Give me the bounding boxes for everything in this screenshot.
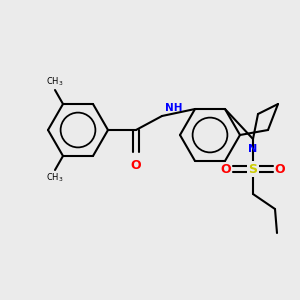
Text: CH$_3$: CH$_3$ (46, 172, 64, 184)
Text: NH: NH (165, 103, 182, 113)
Text: O: O (275, 163, 285, 176)
Text: CH$_3$: CH$_3$ (46, 76, 64, 88)
Text: O: O (221, 163, 231, 176)
Text: O: O (131, 159, 141, 172)
Text: S: S (248, 163, 257, 176)
Text: N: N (248, 144, 258, 154)
